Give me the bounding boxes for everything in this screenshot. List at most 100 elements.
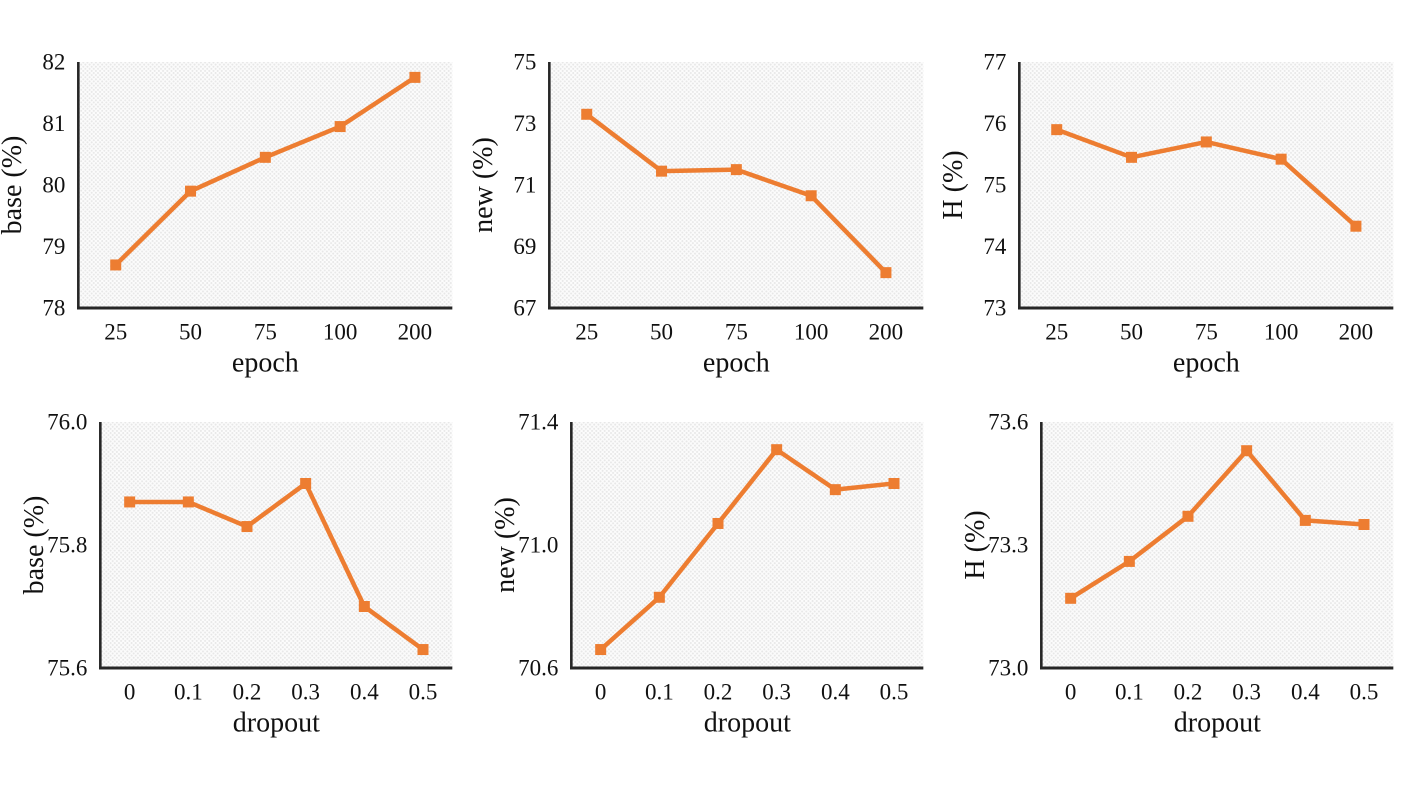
y-axis-title: new (%) [489, 497, 520, 593]
y-tick-label: 71.4 [518, 410, 559, 435]
data-point-marker [880, 267, 892, 279]
y-axis-title: H (%) [960, 510, 991, 579]
x-tick-label: 100 [323, 320, 358, 345]
data-point-marker [241, 521, 253, 533]
line-chart-base-vs-dropout: 75.6 75.8 76.0 0 0.1 0.2 0.3 0.4 0.5 dropout base … [19, 410, 453, 739]
data-line [1068, 448, 1367, 601]
x-axis-title: dropout [233, 708, 320, 739]
x-tick-label: 200 [1339, 320, 1374, 345]
y-tick-label: 79 [42, 234, 65, 259]
data-point-marker [580, 108, 592, 120]
y-tick-label: 77 [984, 50, 1007, 75]
y-tick-label: 76.0 [47, 410, 87, 435]
y-tick-label: 75.8 [47, 533, 87, 558]
x-tick-label: 0.3 [1233, 680, 1262, 705]
data-point-marker [1201, 136, 1213, 148]
line-chart-h-vs-epoch: 73 74 75 76 77 25 50 75 100 200 epoch H (%) [941, 50, 1394, 379]
x-tick-label: 50 [179, 320, 202, 345]
y-tick-label: 73.0 [988, 656, 1028, 681]
x-tick-label: 25 [104, 320, 127, 345]
x-tick-label: 0.4 [821, 680, 850, 705]
y-tick-label: 81 [42, 111, 65, 136]
data-line [598, 447, 896, 652]
x-tick-label: 100 [1264, 320, 1299, 345]
data-point-marker [110, 259, 122, 271]
data-point-marker [1051, 124, 1063, 136]
y-tick-label: 73 [984, 296, 1007, 321]
y-tick-label: 73.6 [988, 410, 1028, 435]
data-point-marker [417, 644, 429, 656]
x-tick-label: 0.2 [703, 680, 732, 705]
data-point-marker [829, 484, 841, 496]
y-tick-label: 74 [984, 234, 1008, 259]
y-tick-label: 71 [513, 173, 536, 198]
data-point-marker [1065, 592, 1077, 604]
data-point-marker [1241, 445, 1253, 457]
data-point-marker [358, 601, 370, 612]
y-axis-title: new (%) [471, 137, 499, 233]
x-tick-label: 200 [398, 320, 433, 345]
data-point-marker [1275, 153, 1287, 165]
data-point-marker [1124, 555, 1136, 567]
y-tick-label: 67 [513, 296, 536, 321]
chart-h-vs-epoch: 73 74 75 76 77 25 50 75 100 200 epoch H (%) [941, 30, 1412, 380]
data-point-marker [1182, 510, 1194, 522]
data-line [127, 481, 426, 652]
y-tick-label: 75.6 [47, 656, 87, 681]
line-chart-new-vs-dropout: 70.6 71.0 71.4 0 0.1 0.2 0.3 0.4 0.5 dropout new (… [489, 410, 923, 739]
data-point-marker [730, 164, 742, 176]
y-tick-label: 71.0 [518, 533, 558, 558]
x-tick-label: 0.3 [762, 680, 791, 705]
data-point-marker [655, 165, 667, 177]
x-tick-label: 0.1 [174, 680, 203, 705]
data-point-marker [182, 496, 194, 508]
x-tick-label: 50 [1120, 320, 1143, 345]
x-tick-label: 0.4 [350, 680, 379, 705]
data-point-marker [888, 478, 900, 489]
data-point-marker [1126, 151, 1138, 163]
y-axis-title: H (%) [941, 150, 969, 219]
x-tick-label: 0.3 [291, 680, 320, 705]
y-tick-label: 78 [42, 296, 65, 321]
x-tick-label: 75 [724, 320, 747, 345]
chart-new-vs-epoch: 67 69 71 73 75 25 50 75 100 200 epoch new (%) [471, 30, 942, 380]
x-tick-label: 0.5 [409, 680, 438, 705]
x-tick-label: 0 [595, 680, 607, 705]
chart-h-vs-dropout: 73.0 73.3 73.6 0 0.1 0.2 0.3 0.4 0.5 dropout H (%) [941, 390, 1412, 740]
data-point-marker [334, 121, 346, 133]
x-tick-label: 0.5 [879, 680, 908, 705]
data-point-marker [300, 478, 312, 489]
data-point-marker [1300, 514, 1312, 526]
line-chart-base-vs-epoch: 78 79 80 81 82 25 50 75 100 200 epoch base (%) [0, 50, 453, 379]
data-point-marker [1358, 519, 1370, 530]
plot-area [548, 62, 923, 308]
x-axis-title: epoch [232, 348, 299, 379]
data-point-marker [594, 644, 606, 656]
x-tick-label: 0 [124, 680, 136, 705]
y-tick-label: 80 [42, 173, 65, 198]
data-point-marker [805, 190, 817, 202]
chart-new-vs-dropout: 70.6 71.0 71.4 0 0.1 0.2 0.3 0.4 0.5 dropout new (… [471, 390, 942, 740]
y-tick-label: 75 [984, 173, 1007, 198]
plot-area [78, 62, 453, 308]
data-point-marker [770, 444, 782, 456]
x-tick-label: 100 [794, 320, 829, 345]
data-point-marker [712, 517, 724, 529]
data-point-marker [124, 496, 136, 508]
x-axis-title: epoch [1173, 348, 1240, 379]
x-tick-label: 0.4 [1291, 680, 1320, 705]
data-point-marker [653, 591, 665, 603]
plot-area [1019, 62, 1394, 308]
y-tick-label: 73.3 [988, 533, 1028, 558]
data-point-marker [1350, 220, 1362, 232]
data-point-marker [409, 71, 421, 83]
plot-area [1041, 422, 1394, 668]
x-tick-label: 0.1 [1115, 680, 1144, 705]
x-tick-label: 25 [575, 320, 598, 345]
data-point-marker [185, 185, 197, 197]
y-tick-label: 76 [984, 111, 1007, 136]
y-tick-label: 82 [42, 50, 65, 75]
data-point-marker [259, 151, 271, 163]
line-chart-new-vs-epoch: 67 69 71 73 75 25 50 75 100 200 epoch new (%) [471, 50, 923, 379]
x-axis-title: dropout [703, 708, 790, 739]
